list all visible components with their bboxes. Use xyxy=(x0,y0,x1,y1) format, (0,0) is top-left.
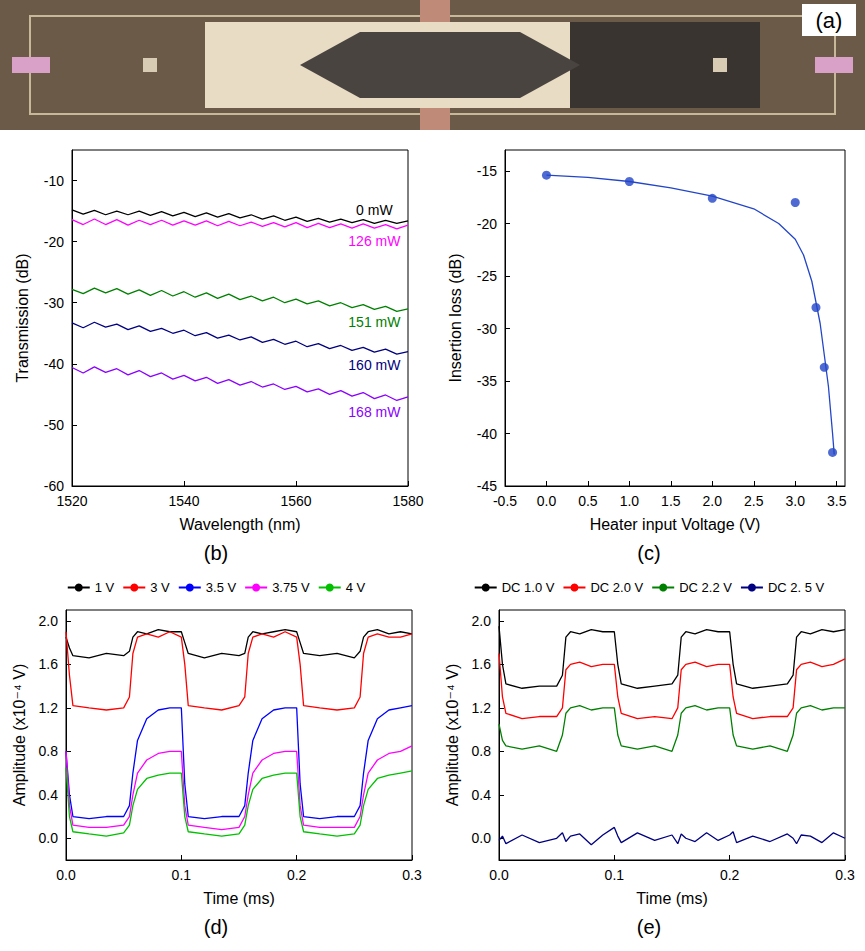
svg-text:Time (ms): Time (ms) xyxy=(636,890,707,907)
svg-text:0.3: 0.3 xyxy=(835,867,855,883)
svg-text:1540: 1540 xyxy=(168,493,199,509)
svg-text:Time (ms): Time (ms) xyxy=(203,890,274,907)
svg-text:0.4: 0.4 xyxy=(39,787,59,803)
svg-text:1580: 1580 xyxy=(392,493,423,509)
svg-text:0.2: 0.2 xyxy=(287,867,307,883)
svg-text:3.5 V: 3.5 V xyxy=(206,580,237,595)
svg-text:-20: -20 xyxy=(44,234,64,250)
svg-text:0.2: 0.2 xyxy=(720,867,740,883)
svg-text:1 V: 1 V xyxy=(95,580,115,595)
svg-text:DC 2.2 V: DC 2.2 V xyxy=(679,580,732,595)
svg-text:Wavelength (nm): Wavelength (nm) xyxy=(179,516,300,533)
svg-text:1.2: 1.2 xyxy=(39,700,59,716)
svg-text:(a): (a) xyxy=(816,8,843,33)
html-text:(c): (c) xyxy=(637,542,661,564)
svg-text:-15: -15 xyxy=(477,163,497,179)
svg-text:2.0: 2.0 xyxy=(472,613,492,629)
svg-text:1.6: 1.6 xyxy=(472,656,492,672)
svg-text:3.5: 3.5 xyxy=(827,493,847,509)
svg-text:DC 1.0 V: DC 1.0 V xyxy=(502,580,555,595)
html-text:(d): (d) xyxy=(203,916,229,938)
svg-text:DC 2.0 V: DC 2.0 V xyxy=(590,580,643,595)
svg-text:-30: -30 xyxy=(44,295,64,311)
svg-text:0.0: 0.0 xyxy=(56,867,76,883)
svg-text:4 V: 4 V xyxy=(346,580,366,595)
svg-text:Transmission (dB): Transmission (dB) xyxy=(14,253,31,382)
svg-text:-30: -30 xyxy=(477,321,497,337)
svg-text:-0.5: -0.5 xyxy=(493,493,517,509)
svg-text:0.0: 0.0 xyxy=(489,867,509,883)
svg-text:1.0: 1.0 xyxy=(620,493,640,509)
svg-text:151 mW: 151 mW xyxy=(348,314,401,330)
svg-text:Insertion loss (dB): Insertion loss (dB) xyxy=(447,254,464,383)
svg-text:0.5: 0.5 xyxy=(578,493,598,509)
svg-text:1560: 1560 xyxy=(280,493,311,509)
svg-text:0.8: 0.8 xyxy=(39,743,59,759)
svg-text:0.8: 0.8 xyxy=(472,743,492,759)
svg-text:-35: -35 xyxy=(477,373,497,389)
svg-text:1520: 1520 xyxy=(56,493,87,509)
svg-text:160 mW: 160 mW xyxy=(348,357,401,373)
svg-text:DC 2. 5 V: DC 2. 5 V xyxy=(768,580,825,595)
svg-text:-40: -40 xyxy=(44,356,64,372)
svg-text:-20: -20 xyxy=(477,216,497,232)
svg-text:-60: -60 xyxy=(44,478,64,494)
svg-text:Amplitude (x10⁻⁴ V): Amplitude (x10⁻⁴ V) xyxy=(444,664,461,806)
svg-text:0.1: 0.1 xyxy=(172,867,192,883)
svg-text:0.0: 0.0 xyxy=(537,493,557,509)
svg-text:Amplitude (x10⁻⁴ V): Amplitude (x10⁻⁴ V) xyxy=(11,664,28,806)
svg-text:0.1: 0.1 xyxy=(605,867,625,883)
svg-text:0.4: 0.4 xyxy=(472,787,492,803)
svg-text:3.0: 3.0 xyxy=(786,493,806,509)
svg-text:-40: -40 xyxy=(477,426,497,442)
svg-text:0.0: 0.0 xyxy=(472,830,492,846)
svg-text:1.2: 1.2 xyxy=(472,700,492,716)
svg-text:0.3: 0.3 xyxy=(402,867,422,883)
svg-text:2.5: 2.5 xyxy=(744,493,764,509)
svg-text:3 V: 3 V xyxy=(150,580,170,595)
html-text:(e): (e) xyxy=(636,916,662,938)
svg-text:168 mW: 168 mW xyxy=(348,404,401,420)
svg-text:0.0: 0.0 xyxy=(39,830,59,846)
svg-text:0 mW: 0 mW xyxy=(356,202,393,218)
svg-text:2.0: 2.0 xyxy=(703,493,723,509)
svg-text:-10: -10 xyxy=(44,173,64,189)
svg-text:1.5: 1.5 xyxy=(661,493,681,509)
svg-text:-45: -45 xyxy=(477,478,497,494)
svg-text:1.6: 1.6 xyxy=(39,656,59,672)
svg-text:-50: -50 xyxy=(44,417,64,433)
svg-text:Heater input Voltage (V): Heater input Voltage (V) xyxy=(590,516,761,533)
svg-text:2.0: 2.0 xyxy=(39,613,59,629)
svg-text:3.75 V: 3.75 V xyxy=(272,580,310,595)
svg-text:126 mW: 126 mW xyxy=(348,233,401,249)
html-text:(b): (b) xyxy=(203,542,229,564)
svg-text:-25: -25 xyxy=(477,268,497,284)
